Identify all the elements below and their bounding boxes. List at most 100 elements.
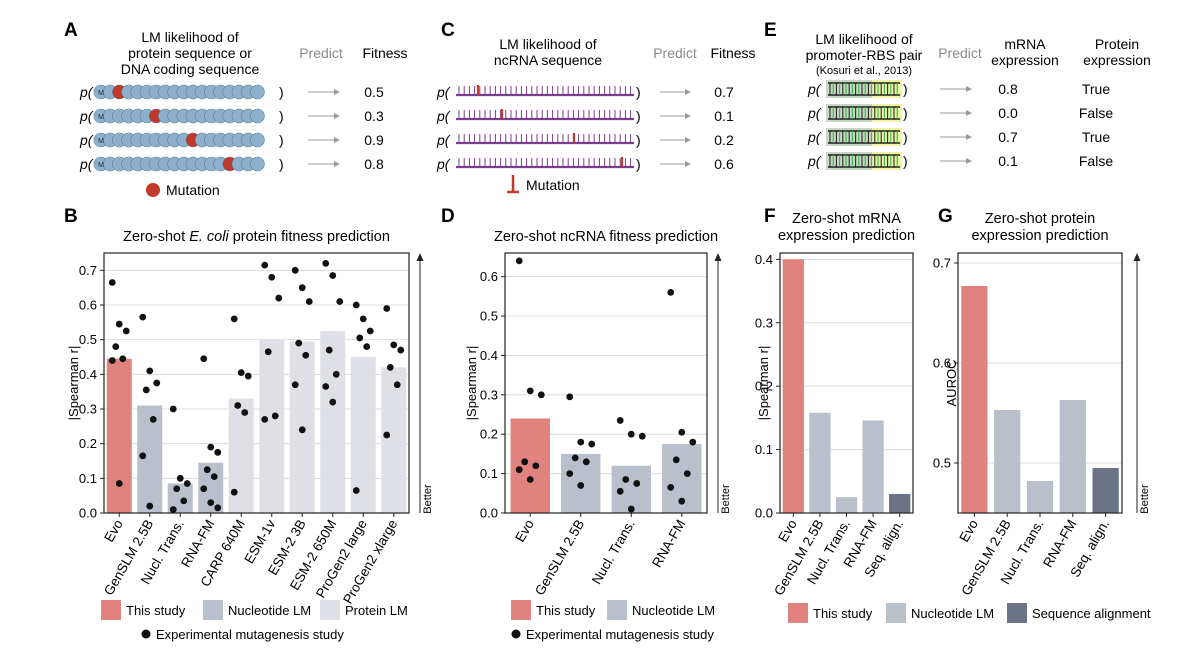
experimental-point (622, 476, 630, 483)
ncrna-sequence-row: p() 0.7 (436, 84, 734, 100)
predict-arrow-head (334, 89, 340, 95)
experimental-point (678, 497, 686, 505)
predict-arrow (940, 134, 972, 140)
experimental-point (633, 480, 641, 487)
experimental-point (115, 480, 123, 487)
experimental-point (305, 298, 313, 305)
bar-protein (350, 357, 376, 513)
likelihood-open: p( (436, 132, 451, 148)
x-tick-label: Evo (512, 517, 537, 545)
likelihood-close: ) (903, 129, 908, 145)
experimental-point (183, 480, 191, 487)
experimental-point (329, 398, 337, 406)
panel-letter-f: F (764, 206, 776, 227)
bar-evo (782, 259, 804, 513)
predict-arrow-head (966, 158, 972, 164)
panel-e-header-2: promoter-RBS pair (806, 47, 923, 63)
likelihood-open: p( (79, 84, 94, 100)
experimental-point (566, 393, 574, 401)
likelihood-open: p( (807, 105, 822, 121)
chart-title-line-2: expression prediction (971, 228, 1108, 244)
experimental-point (329, 272, 337, 279)
y-tick-label: 0.3 (480, 387, 498, 402)
protein-expression-value: True (1082, 129, 1110, 145)
experimental-point (366, 327, 374, 335)
y-tick-label: 0.1 (480, 466, 498, 481)
experimental-point (537, 391, 545, 399)
panel-e-header-1: LM likelihood of (815, 31, 912, 47)
bar-protein (381, 367, 407, 513)
experimental-point (325, 346, 333, 354)
y-axis-label: |Spearman r| (756, 346, 771, 421)
sequence-bead (250, 156, 265, 172)
experimental-point (298, 426, 306, 434)
legend-d-experimental-dot (511, 629, 521, 639)
y-tick-label: 0.2 (79, 436, 97, 451)
experimental-point (302, 351, 310, 359)
panel-a-fitness-label: Fitness (362, 45, 407, 61)
likelihood-open: p( (807, 153, 822, 169)
bar-alignment (889, 493, 911, 513)
experimental-point (169, 506, 177, 513)
experimental-point (234, 402, 242, 409)
experimental-point (230, 315, 238, 323)
ncrna-sequence-row: p() 0.2 (436, 132, 734, 148)
experimental-point (241, 409, 249, 416)
likelihood-close: ) (903, 105, 908, 121)
likelihood-open: p( (436, 108, 451, 124)
legend-d-experimental: Experimental mutagenesis study (526, 627, 714, 642)
ncrna-sequence-row: p() 0.1 (436, 108, 734, 124)
likelihood-close: ) (279, 84, 284, 100)
x-tick-label: Evo (775, 517, 800, 545)
y-tick-label: 0.5 (480, 309, 498, 324)
better-label: Better (720, 484, 732, 514)
likelihood-open: p( (79, 132, 94, 148)
experimental-point (577, 438, 585, 446)
legend-d: This study Nucleotide LM Experimental mu… (511, 600, 715, 642)
panel-c-header-1: LM likelihood of (499, 36, 596, 52)
experimental-point (352, 487, 360, 494)
legend-fg: This study Nucleotide LM Sequence alignm… (788, 603, 1151, 623)
panel-c-rows: p() 0.7 p() 0.1 p() 0.2 p() 0.6 (436, 84, 734, 172)
panel-e-protein-header-1: Protein (1095, 36, 1139, 52)
likelihood-close: ) (636, 156, 641, 172)
predict-arrow-head (966, 110, 972, 116)
experimental-point (515, 257, 523, 265)
experimental-point (119, 355, 127, 363)
experimental-point (667, 483, 675, 491)
experimental-point (207, 499, 215, 506)
experimental-point (264, 348, 272, 356)
likelihood-close: ) (636, 132, 641, 148)
better-arrow-head (714, 253, 722, 261)
protein-sequence-row: p(M) 0.5 (79, 84, 384, 100)
predict-arrow (660, 161, 691, 167)
predict-arrow (940, 158, 972, 164)
y-tick-label: 0.0 (79, 506, 97, 521)
experimental-point (356, 334, 364, 342)
mutation-legend-icon (146, 183, 160, 197)
better-label: Better (422, 484, 434, 514)
start-residue-label: M (98, 138, 104, 145)
predict-arrow-head (685, 137, 691, 143)
y-tick-label: 0.4 (480, 348, 498, 363)
start-residue-label: M (98, 162, 104, 169)
fitness-value: 0.2 (714, 132, 734, 148)
protein-expression-value: False (1079, 105, 1113, 121)
experimental-point (275, 294, 283, 302)
y-tick-label: 0.4 (79, 367, 97, 382)
protein-expression-value: True (1082, 81, 1110, 97)
fitness-value: 0.9 (364, 132, 384, 148)
experimental-point (582, 458, 590, 466)
bar-nucleotide (994, 410, 1021, 513)
panel-e-protein-header-2: expression (1083, 52, 1151, 68)
likelihood-close: ) (636, 84, 641, 100)
experimental-point (146, 502, 154, 510)
legend-fg-this-study: This study (813, 606, 873, 621)
panel-a: A LM likelihood of protein sequence or D… (64, 20, 408, 198)
experimental-point (667, 288, 675, 296)
mrna-expression-value: 0.0 (998, 105, 1018, 121)
likelihood-close: ) (903, 81, 908, 97)
bar-evo (106, 358, 132, 513)
likelihood-close: ) (279, 156, 284, 172)
experimental-point (526, 476, 534, 483)
